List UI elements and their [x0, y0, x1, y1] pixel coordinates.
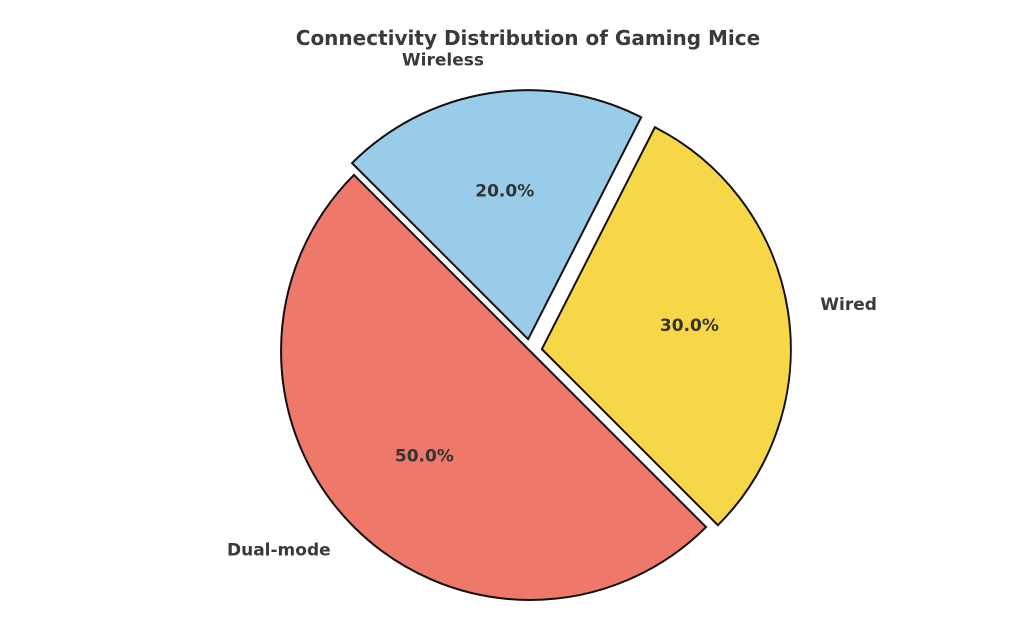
category-label-wired: Wired [820, 295, 877, 315]
category-label-dual-mode: Dual-mode [227, 540, 331, 560]
pct-label-wired: 30.0% [660, 316, 719, 336]
chart-title: Connectivity Distribution of Gaming Mice [296, 26, 760, 50]
pct-label-dual-mode: 50.0% [395, 447, 454, 467]
pct-label-wireless: 20.0% [475, 182, 534, 202]
category-label-wireless: Wireless [402, 51, 484, 71]
pie-slice-dual-mode [279, 173, 708, 602]
pie-slices [279, 89, 792, 602]
pie-labels: 30.0% Wired 20.0% Wireless 50.0% Dual-mode [227, 51, 877, 561]
pie-slice-wired [540, 125, 792, 527]
pie-slice-wireless [350, 89, 643, 341]
